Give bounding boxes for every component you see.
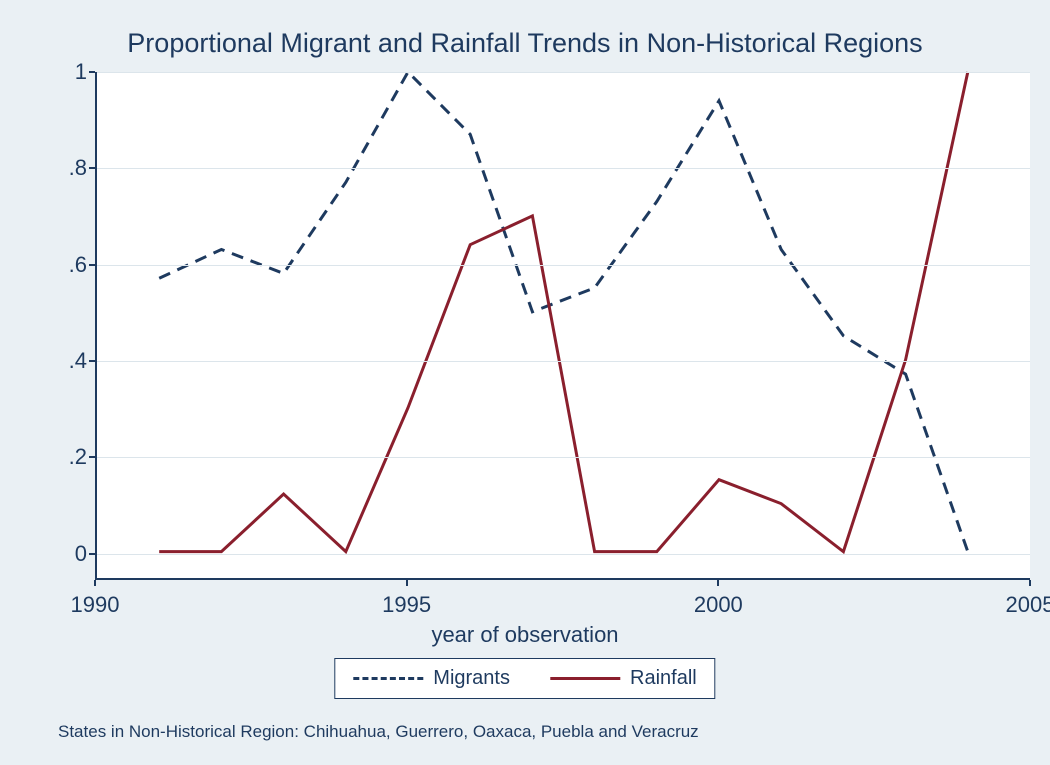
legend-item-rainfall: Rainfall	[550, 667, 697, 690]
y-tick-label: .2	[32, 444, 87, 470]
gridline	[97, 168, 1030, 169]
y-tick-label: 1	[32, 59, 87, 85]
y-tick-mark	[89, 456, 95, 458]
series-line-migrants	[159, 72, 968, 552]
y-tick-mark	[89, 360, 95, 362]
plot-area	[95, 72, 1030, 580]
chart-caption: States in Non-Historical Region: Chihuah…	[58, 722, 699, 742]
legend: Migrants Rainfall	[334, 658, 715, 699]
legend-swatch-rainfall	[550, 677, 620, 680]
x-tick-label: 2005	[1006, 592, 1050, 618]
chart-title: Proportional Migrant and Rainfall Trends…	[0, 28, 1050, 59]
y-tick-label: .8	[32, 155, 87, 181]
x-tick-mark	[717, 580, 719, 586]
x-tick-mark	[94, 580, 96, 586]
gridline	[97, 265, 1030, 266]
x-tick-mark	[1029, 580, 1031, 586]
gridline	[97, 457, 1030, 458]
x-tick-label: 2000	[694, 592, 743, 618]
legend-swatch-migrants	[353, 677, 423, 680]
x-tick-label: 1990	[71, 592, 120, 618]
y-tick-mark	[89, 264, 95, 266]
legend-item-migrants: Migrants	[353, 667, 510, 690]
legend-label-rainfall: Rainfall	[630, 667, 697, 690]
y-tick-label: .6	[32, 252, 87, 278]
y-tick-mark	[89, 553, 95, 555]
x-tick-label: 1995	[382, 592, 431, 618]
y-tick-label: .4	[32, 348, 87, 374]
x-axis-label: year of observation	[0, 622, 1050, 648]
chart-container: Proportional Migrant and Rainfall Trends…	[0, 0, 1050, 765]
chart-lines-svg	[97, 72, 1030, 578]
x-tick-mark	[406, 580, 408, 586]
y-tick-label: 0	[32, 541, 87, 567]
y-tick-mark	[89, 71, 95, 73]
gridline	[97, 554, 1030, 555]
gridline	[97, 361, 1030, 362]
y-tick-mark	[89, 167, 95, 169]
series-line-rainfall	[159, 72, 968, 552]
legend-label-migrants: Migrants	[433, 667, 510, 690]
gridline	[97, 72, 1030, 73]
